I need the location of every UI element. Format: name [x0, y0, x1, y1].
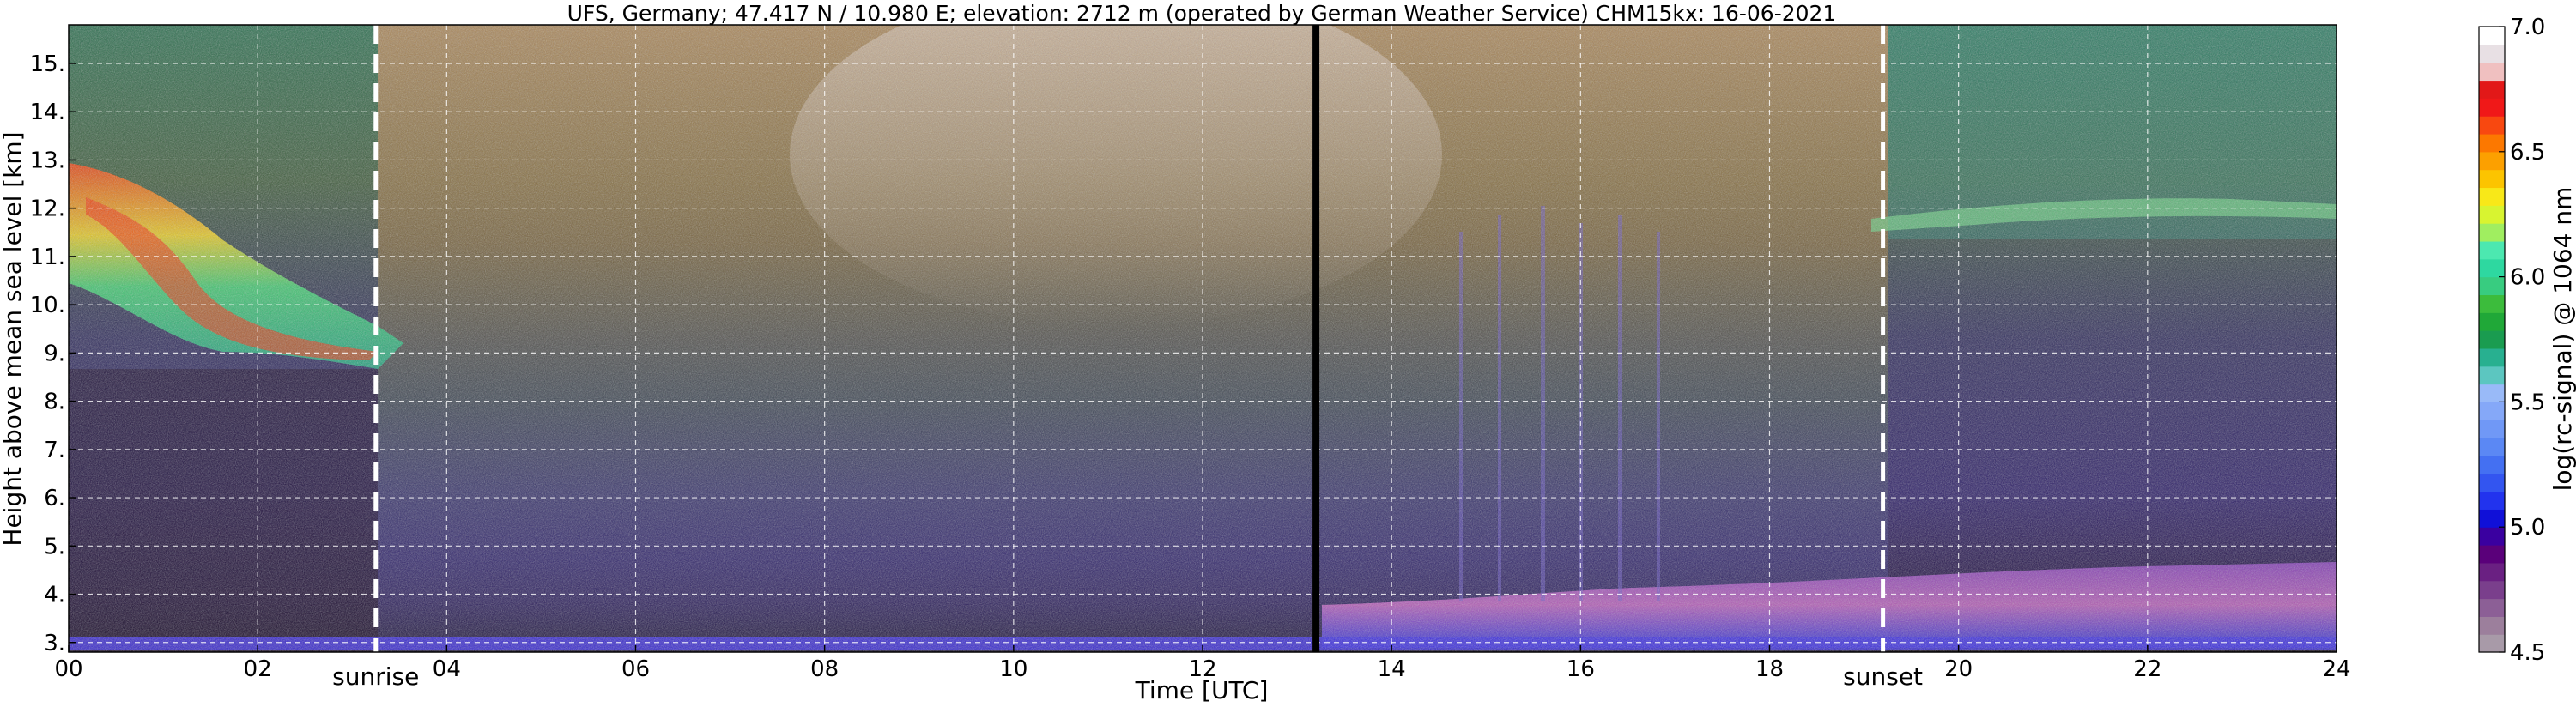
y-tick-label: 13. [30, 148, 65, 173]
colorbar-segment [2479, 116, 2505, 135]
x-tick-label: 12 [1188, 656, 1216, 682]
colorbar-tick-label: 6.0 [2510, 265, 2545, 291]
event-labels: sunrise sunset [332, 662, 1923, 691]
x-tick-label: 02 [244, 656, 272, 682]
x-tick-label: 00 [54, 656, 82, 682]
colorbar-frame [2478, 26, 2506, 653]
colorbar-tick-label: 5.0 [2510, 515, 2545, 541]
colorbar-segment [2479, 634, 2505, 653]
x-axis-ticks: 00 02 04 06 08 10 12 14 16 18 20 22 24 [54, 645, 2351, 682]
y-axis-ticks: 3. 4. 5. 6. 7. 8. 9. 10. 11. 12. 13. 14. 15. [30, 51, 76, 656]
x-tick-label: 22 [2133, 656, 2161, 682]
y-tick-label: 7. [44, 438, 65, 463]
colorbar-segment [2479, 366, 2505, 385]
event-label-sunset: sunset [1843, 662, 1923, 691]
colorbar-segment [2479, 455, 2505, 474]
x-axis-label: Time [UTC] [1135, 676, 1269, 704]
colorbar-segment [2479, 545, 2505, 564]
y-tick-label: 8. [44, 390, 65, 415]
y-tick-label: 5. [44, 534, 65, 559]
colorbar-segment [2479, 491, 2505, 510]
x-tick-label: 10 [999, 656, 1027, 682]
x-tick-label: 18 [1755, 656, 1784, 682]
colorbar-segment [2479, 240, 2505, 260]
colorbar-segment [2479, 509, 2505, 528]
colorbar-tick-label: 6.5 [2510, 140, 2545, 166]
y-tick-label: 11. [30, 245, 65, 270]
colorbar-segment [2479, 294, 2505, 313]
y-tick-label: 6. [44, 486, 65, 511]
colorbar-segment [2479, 438, 2505, 456]
colorbar-segment [2479, 473, 2505, 492]
x-tick-label: 20 [1944, 656, 1973, 682]
colorbar-segment [2479, 330, 2505, 349]
y-tick-label: 3. [44, 631, 65, 656]
colorbar-label: log(rc-signal) @ 1064 nm [2549, 187, 2576, 492]
x-tick-label: 08 [810, 656, 839, 682]
grid-lines [69, 25, 2337, 652]
y-axis-label: Height above mean sea level [km] [0, 131, 27, 546]
colorbar-segment [2479, 187, 2505, 206]
colorbar-segment [2479, 580, 2505, 600]
colorbar-tick-label: 4.5 [2510, 640, 2545, 666]
colorbar-tick-label: 5.5 [2510, 390, 2545, 415]
colorbar-segment [2479, 62, 2505, 82]
colorbar-segment [2479, 80, 2505, 99]
colorbar-segment [2479, 276, 2505, 296]
y-tick-label: 10. [30, 293, 65, 318]
chart-title: UFS, Germany; 47.417 N / 10.980 E; eleva… [567, 1, 1837, 26]
data-gap-bar [1312, 25, 1320, 652]
plot-area [69, 25, 2337, 652]
x-tick-label: 04 [433, 656, 461, 682]
colorbar-segment [2479, 598, 2505, 617]
colorbar-segment [2479, 616, 2505, 635]
colorbar-segment [2479, 527, 2505, 546]
x-tick-label: 14 [1378, 656, 1406, 682]
x-tick-label: 06 [621, 656, 650, 682]
colorbar-segment [2479, 27, 2505, 45]
y-tick-label: 15. [30, 51, 65, 77]
colorbar-segment [2479, 44, 2505, 63]
x-tick-label: 24 [2322, 656, 2350, 682]
colorbar-tick-label: 7.0 [2510, 15, 2545, 40]
colorbar-segment [2479, 258, 2505, 278]
colorbar-ticks: 4.5 5.0 5.5 6.0 6.5 7.0 [2499, 15, 2545, 666]
event-label-sunrise: sunrise [332, 662, 419, 691]
colorbar-segment [2479, 402, 2505, 420]
event-markers [373, 25, 1886, 652]
colorbar-segment [2479, 562, 2505, 582]
colorbar-segment [2479, 98, 2505, 117]
colorbar-segment [2479, 205, 2505, 224]
colorbar-segment [2479, 223, 2505, 242]
colorbar-segment [2479, 347, 2505, 367]
colorbar-segment [2479, 133, 2505, 153]
x-tick-label: 16 [1567, 656, 1595, 682]
colorbar-segment [2479, 384, 2505, 402]
colorbar-segment [2479, 420, 2505, 438]
colorbar [2478, 26, 2506, 653]
y-tick-label: 14. [30, 100, 65, 125]
colorbar-segment [2479, 312, 2505, 331]
colorbar-segment [2479, 151, 2505, 171]
y-tick-label: 4. [44, 583, 65, 608]
y-tick-label: 12. [30, 196, 65, 222]
y-tick-label: 9. [44, 341, 65, 366]
colorbar-segment [2479, 169, 2505, 189]
